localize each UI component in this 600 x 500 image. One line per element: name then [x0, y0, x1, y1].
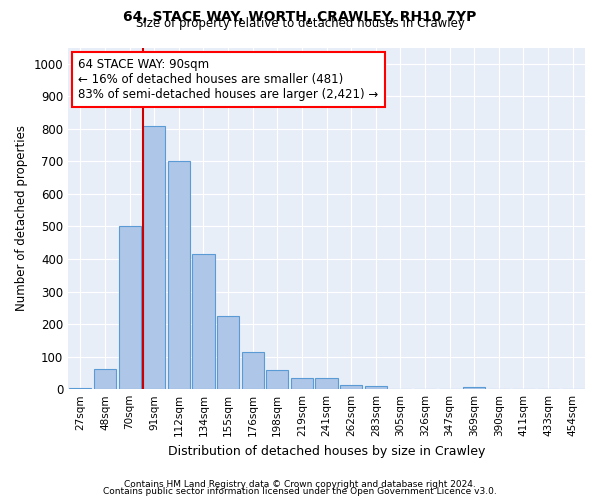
- Bar: [242, 352, 264, 389]
- Bar: [143, 126, 165, 389]
- Bar: [463, 386, 485, 389]
- Bar: [94, 369, 116, 389]
- X-axis label: Distribution of detached houses by size in Crawley: Distribution of detached houses by size …: [168, 444, 485, 458]
- Text: Contains public sector information licensed under the Open Government Licence v3: Contains public sector information licen…: [103, 487, 497, 496]
- Text: 64, STACE WAY, WORTH, CRAWLEY, RH10 7YP: 64, STACE WAY, WORTH, CRAWLEY, RH10 7YP: [124, 10, 476, 24]
- Bar: [69, 388, 91, 389]
- Text: 64 STACE WAY: 90sqm
← 16% of detached houses are smaller (481)
83% of semi-detac: 64 STACE WAY: 90sqm ← 16% of detached ho…: [79, 58, 379, 101]
- Y-axis label: Number of detached properties: Number of detached properties: [15, 126, 28, 312]
- Bar: [291, 378, 313, 389]
- Bar: [340, 386, 362, 389]
- Bar: [119, 226, 140, 389]
- Text: Contains HM Land Registry data © Crown copyright and database right 2024.: Contains HM Land Registry data © Crown c…: [124, 480, 476, 489]
- Bar: [217, 316, 239, 389]
- Bar: [316, 378, 338, 389]
- Bar: [193, 254, 215, 389]
- Bar: [266, 370, 289, 389]
- Bar: [168, 162, 190, 389]
- Bar: [365, 386, 387, 389]
- Text: Size of property relative to detached houses in Crawley: Size of property relative to detached ho…: [136, 18, 464, 30]
